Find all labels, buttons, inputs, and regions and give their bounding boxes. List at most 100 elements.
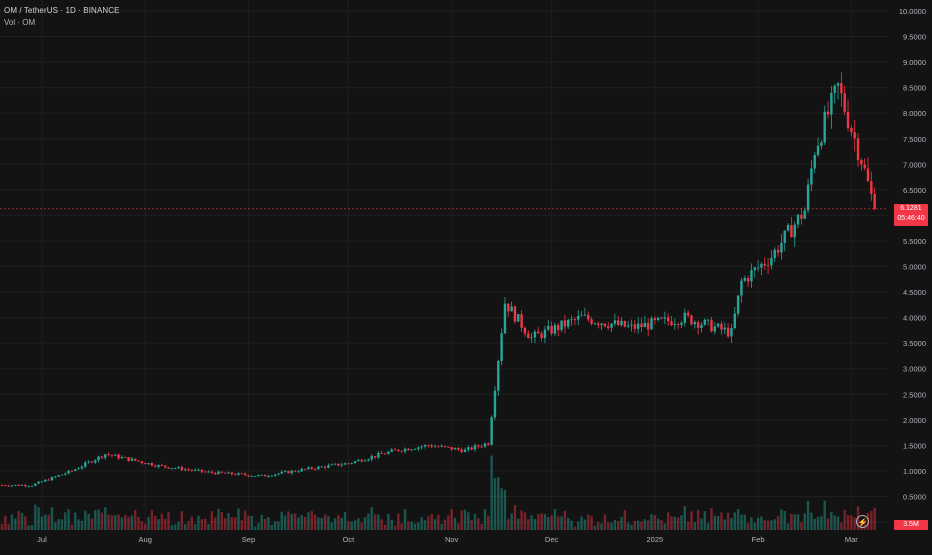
volume-bar (117, 514, 120, 530)
volume-bar (157, 519, 160, 530)
candle-body (493, 390, 497, 418)
volume-bar (77, 519, 80, 530)
volume-bar (277, 521, 280, 530)
candle-body (460, 449, 463, 453)
candle-body (183, 469, 187, 471)
time-tick-label: 2025 (646, 535, 663, 544)
candle-body (360, 459, 363, 462)
volume-bar (203, 518, 207, 530)
symbol-title[interactable]: OM / TetherUS · 1D · BINANCE (4, 6, 120, 15)
candle-body (643, 322, 647, 328)
volume-bar (470, 520, 473, 530)
volume-bar (833, 515, 836, 530)
volume-bar (643, 519, 647, 530)
candle-body (690, 315, 693, 325)
volume-bar (177, 521, 180, 530)
lightning-icon[interactable]: ⚡ (856, 515, 869, 528)
last-price-tag: 6.1281 05:46:40 (894, 203, 928, 226)
volume-bar (626, 522, 630, 530)
volume-bar (360, 522, 363, 530)
volume-bar (283, 515, 287, 530)
candle-body (700, 324, 703, 328)
volume-bar (760, 516, 763, 530)
candle-body (873, 193, 876, 209)
volume-bar (197, 515, 200, 530)
volume-bar (547, 517, 550, 530)
candle-body (167, 467, 170, 469)
candle-body (820, 142, 823, 146)
candle-body (124, 457, 127, 458)
candle-body (357, 459, 360, 462)
candle-body (840, 83, 843, 94)
candle-body (497, 360, 500, 391)
candle-body (210, 471, 214, 473)
candle-body (580, 315, 583, 317)
candle-body (793, 224, 796, 238)
volume-bar (260, 514, 264, 530)
volume-bar (460, 510, 463, 530)
candle-body (24, 485, 27, 487)
volume-bar (353, 520, 357, 530)
volume-bar (583, 519, 587, 530)
candle-body (223, 472, 227, 474)
grid (0, 0, 888, 530)
volume-bar (746, 522, 750, 530)
volume-bar (820, 516, 823, 530)
candle-body (263, 474, 267, 477)
candle-body (480, 446, 483, 448)
candle-body (810, 168, 813, 185)
candle-body (30, 485, 34, 487)
candle-body (773, 249, 776, 258)
volume-bar (527, 519, 530, 530)
volume-bar (427, 516, 430, 530)
volume-bar (597, 522, 600, 530)
volume-bar (590, 515, 593, 530)
candle-body (60, 474, 64, 476)
volume-bar (540, 513, 543, 530)
volume-bar (766, 520, 770, 530)
candle-body (337, 463, 340, 466)
volume-bar (50, 507, 54, 530)
candle-body (723, 327, 726, 330)
volume-bar (690, 511, 693, 530)
candle-body (746, 277, 750, 282)
candle-body (240, 473, 244, 475)
time-tick-label: Sep (242, 535, 255, 544)
volume-bar (686, 521, 690, 530)
candle-body (370, 456, 373, 460)
candle-body (20, 485, 24, 486)
volume-bar (363, 517, 367, 530)
candle-body (423, 445, 427, 447)
candle-body (120, 457, 124, 459)
candle-body (417, 447, 420, 450)
volume-bar (473, 513, 477, 530)
candle-body (763, 263, 766, 266)
price-tick-label: 9.0000 (903, 58, 926, 67)
volume-indicator-label[interactable]: Vol · OM (4, 18, 36, 27)
candle-body (377, 453, 380, 458)
volume-bar (773, 519, 776, 530)
volume-bar (223, 518, 227, 530)
candle-body (293, 470, 297, 472)
volume-bar (347, 521, 350, 530)
candle-body (870, 181, 873, 194)
candle-body (680, 322, 683, 325)
volume-bar (64, 512, 67, 530)
candle-body (630, 324, 633, 326)
volume-bar (57, 518, 60, 530)
candle-body (330, 464, 333, 466)
volume-bar (816, 516, 820, 530)
candle-body (333, 463, 337, 465)
candle-body (830, 92, 833, 115)
volume-bar (280, 511, 283, 530)
volume-bar (780, 509, 783, 530)
volume-bar (830, 511, 833, 530)
volume-bar (410, 521, 413, 530)
candle-body (90, 461, 94, 463)
volume-bar (390, 519, 393, 530)
candle-body (633, 324, 637, 329)
candle-body (174, 468, 177, 470)
volume-bar (130, 515, 134, 530)
